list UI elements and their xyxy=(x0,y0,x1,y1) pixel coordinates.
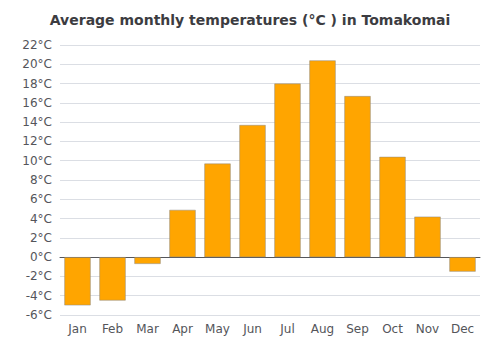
svg-text:Jan: Jan xyxy=(67,322,87,336)
svg-text:Feb: Feb xyxy=(102,322,123,336)
svg-text:Aug: Aug xyxy=(311,322,334,336)
svg-text:-6°C: -6°C xyxy=(26,308,52,322)
svg-text:2°C: 2°C xyxy=(30,231,52,245)
svg-text:May: May xyxy=(205,322,230,336)
svg-text:-4°C: -4°C xyxy=(26,289,52,303)
svg-text:-2°C: -2°C xyxy=(26,269,52,283)
svg-text:10°C: 10°C xyxy=(22,154,52,168)
svg-text:Jun: Jun xyxy=(242,322,262,336)
svg-text:Mar: Mar xyxy=(136,322,159,336)
svg-text:18°C: 18°C xyxy=(22,77,52,91)
svg-text:22°C: 22°C xyxy=(22,38,52,52)
svg-text:Average monthly temperatures (: Average monthly temperatures (°C ) in To… xyxy=(50,12,450,28)
svg-text:8°C: 8°C xyxy=(30,173,52,187)
svg-text:Oct: Oct xyxy=(382,322,403,336)
svg-text:Jul: Jul xyxy=(279,322,294,336)
svg-text:12°C: 12°C xyxy=(22,134,52,148)
svg-text:20°C: 20°C xyxy=(22,57,52,71)
svg-text:Dec: Dec xyxy=(451,322,474,336)
svg-text:16°C: 16°C xyxy=(22,96,52,110)
svg-text:Sep: Sep xyxy=(346,322,369,336)
svg-text:6°C: 6°C xyxy=(30,192,52,206)
svg-text:4°C: 4°C xyxy=(30,212,52,226)
svg-text:0°C: 0°C xyxy=(30,250,52,264)
svg-text:Nov: Nov xyxy=(416,322,439,336)
svg-text:14°C: 14°C xyxy=(22,115,52,129)
svg-text:Apr: Apr xyxy=(172,322,193,336)
